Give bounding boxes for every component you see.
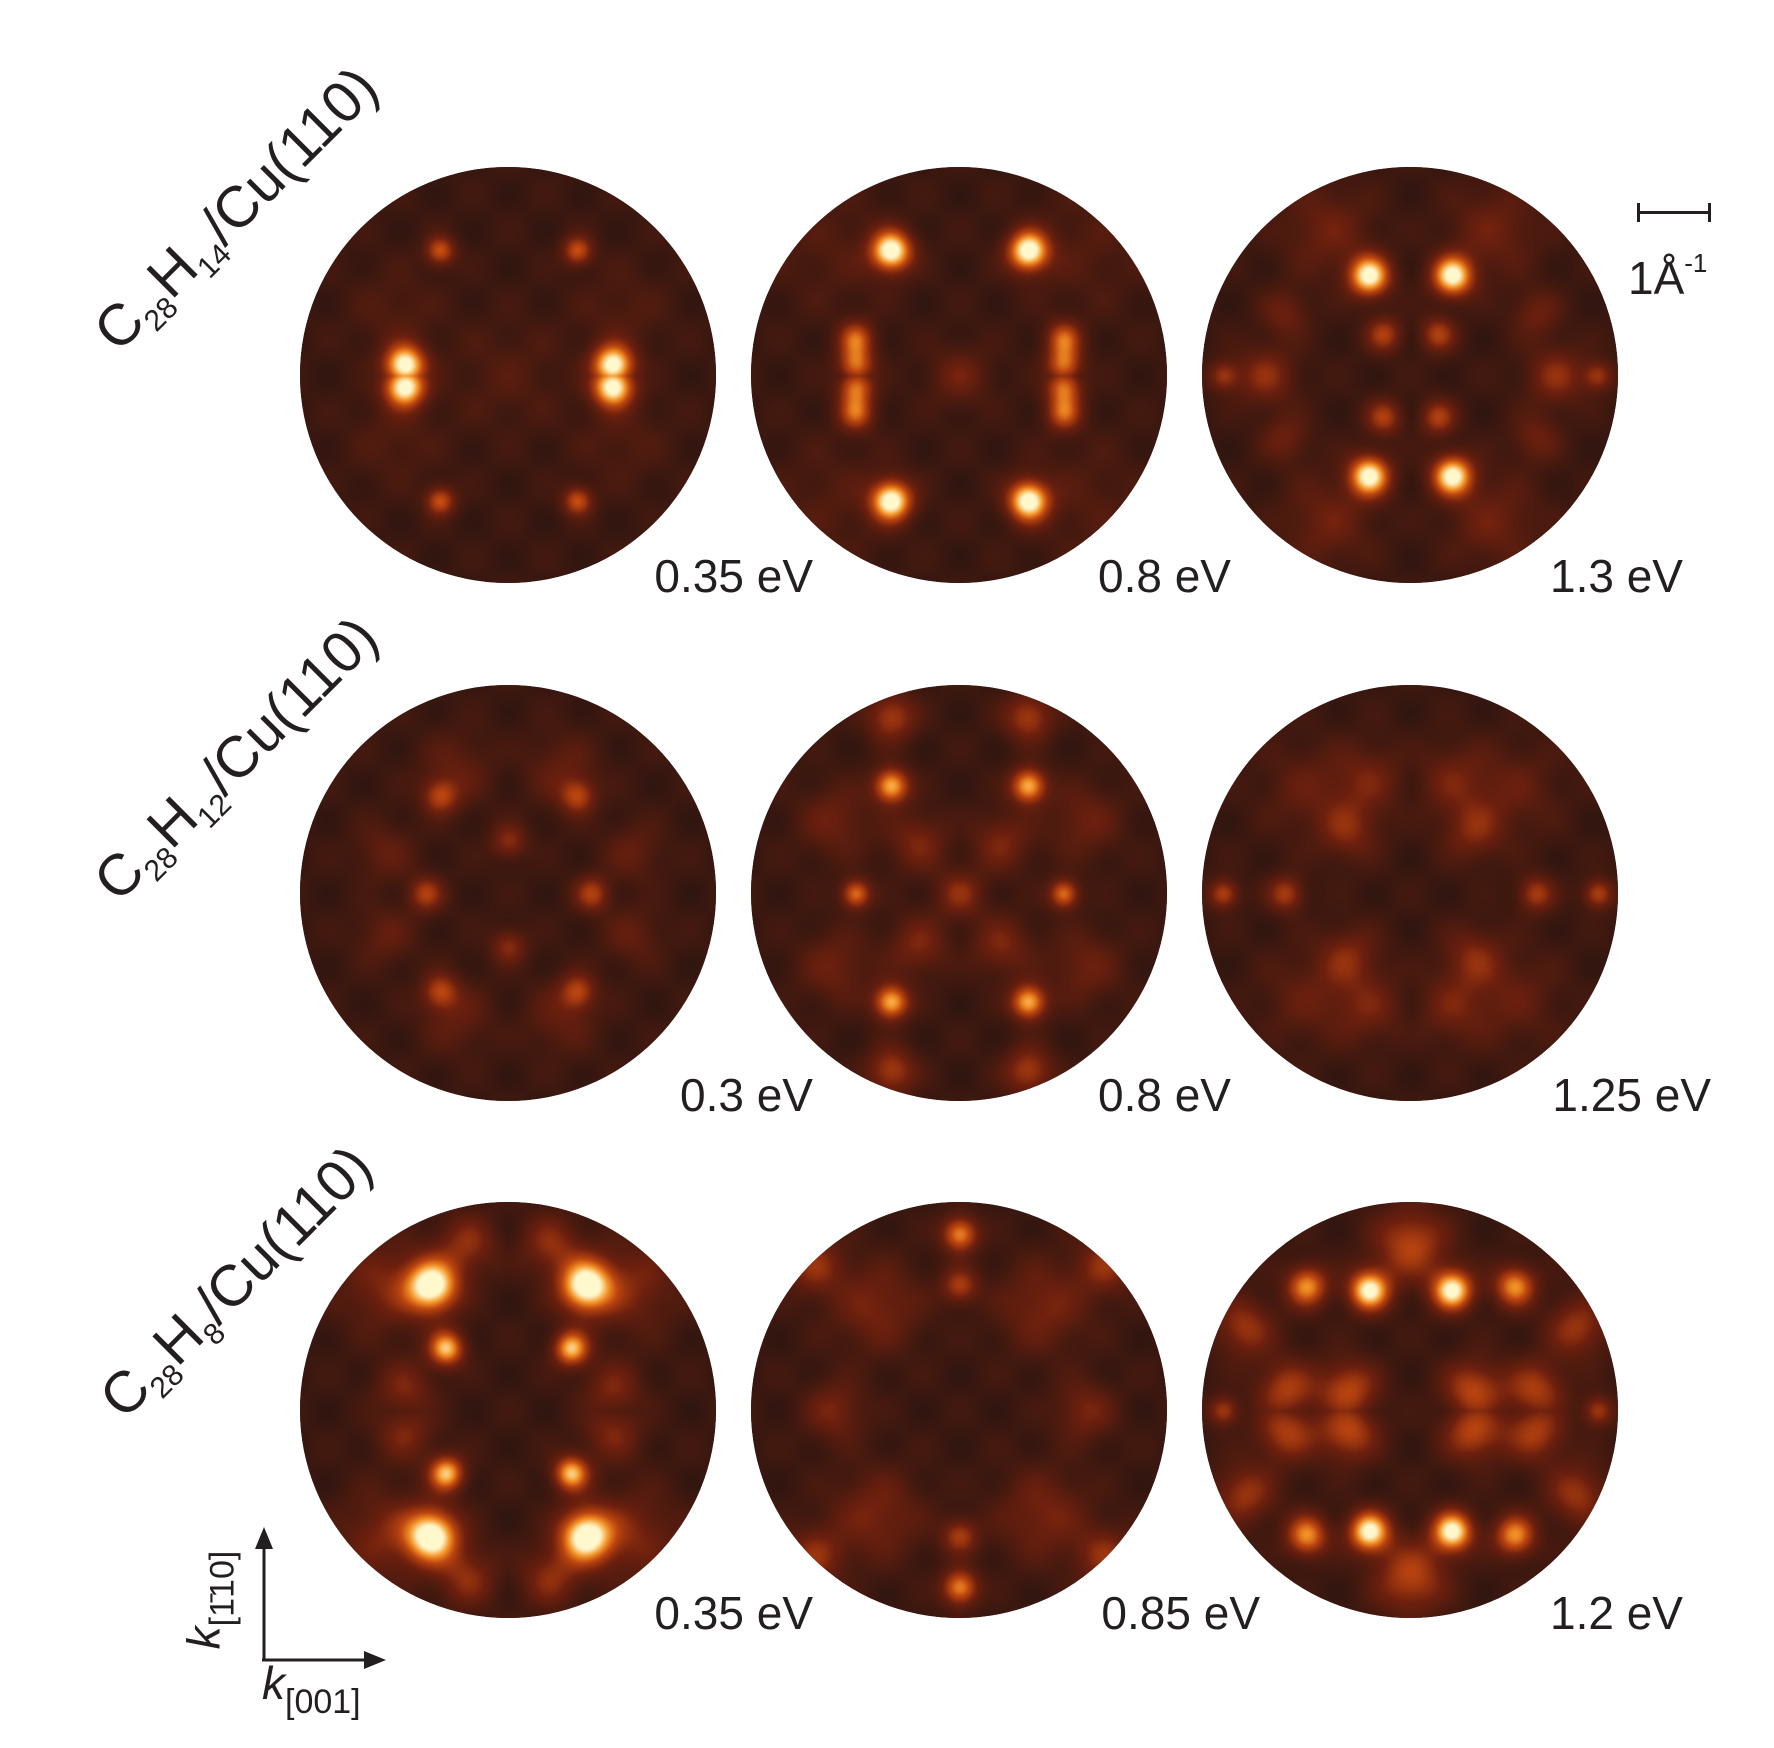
energy-label: 0.35 eV	[654, 1587, 813, 1639]
arrow-head-up-icon	[255, 1527, 273, 1549]
momentum-map-row1-col1	[300, 167, 716, 583]
momentum-map-row2-col1	[300, 685, 716, 1101]
vertical-axis-label: k[1̄10]	[177, 1550, 242, 1650]
momentum-map-image	[1202, 685, 1618, 1101]
energy-label: 1.2 eV	[1550, 1587, 1683, 1639]
arrow-head-right-icon	[364, 1651, 386, 1669]
momentum-map-image	[300, 167, 716, 583]
momentum-map-row3-col3	[1202, 1202, 1618, 1618]
energy-label: 0.85 eV	[1101, 1587, 1260, 1639]
momentum-map-image	[751, 1202, 1167, 1618]
momentum-map-row2-col2	[751, 685, 1167, 1101]
momentum-map-image	[1202, 1202, 1618, 1618]
momentum-map-image	[300, 685, 716, 1101]
scale-bar	[1637, 203, 1711, 222]
axis-arrows	[255, 1527, 386, 1669]
energy-label: 0.35 eV	[654, 550, 813, 602]
momentum-map-image	[1202, 167, 1618, 583]
scale-bar-label: 1Å-1	[1628, 248, 1708, 304]
momentum-map-image	[751, 167, 1167, 583]
momentum-map-row3-col1	[300, 1202, 716, 1618]
momentum-map-row3-col2	[751, 1202, 1167, 1618]
energy-label: 0.3 eV	[680, 1069, 813, 1121]
momentum-map-image	[300, 1202, 716, 1618]
energy-label: 0.8 eV	[1098, 1069, 1231, 1121]
momentum-map-row2-col3	[1202, 685, 1618, 1101]
energy-label: 1.3 eV	[1550, 550, 1683, 602]
energy-label: 1.25 eV	[1552, 1069, 1711, 1121]
energy-label: 0.8 eV	[1098, 550, 1231, 602]
momentum-map-row1-col3	[1202, 167, 1618, 583]
momentum-map-image	[751, 685, 1167, 1101]
momentum-map-row1-col2	[751, 167, 1167, 583]
horizontal-axis-label: k[001]	[262, 1657, 361, 1721]
